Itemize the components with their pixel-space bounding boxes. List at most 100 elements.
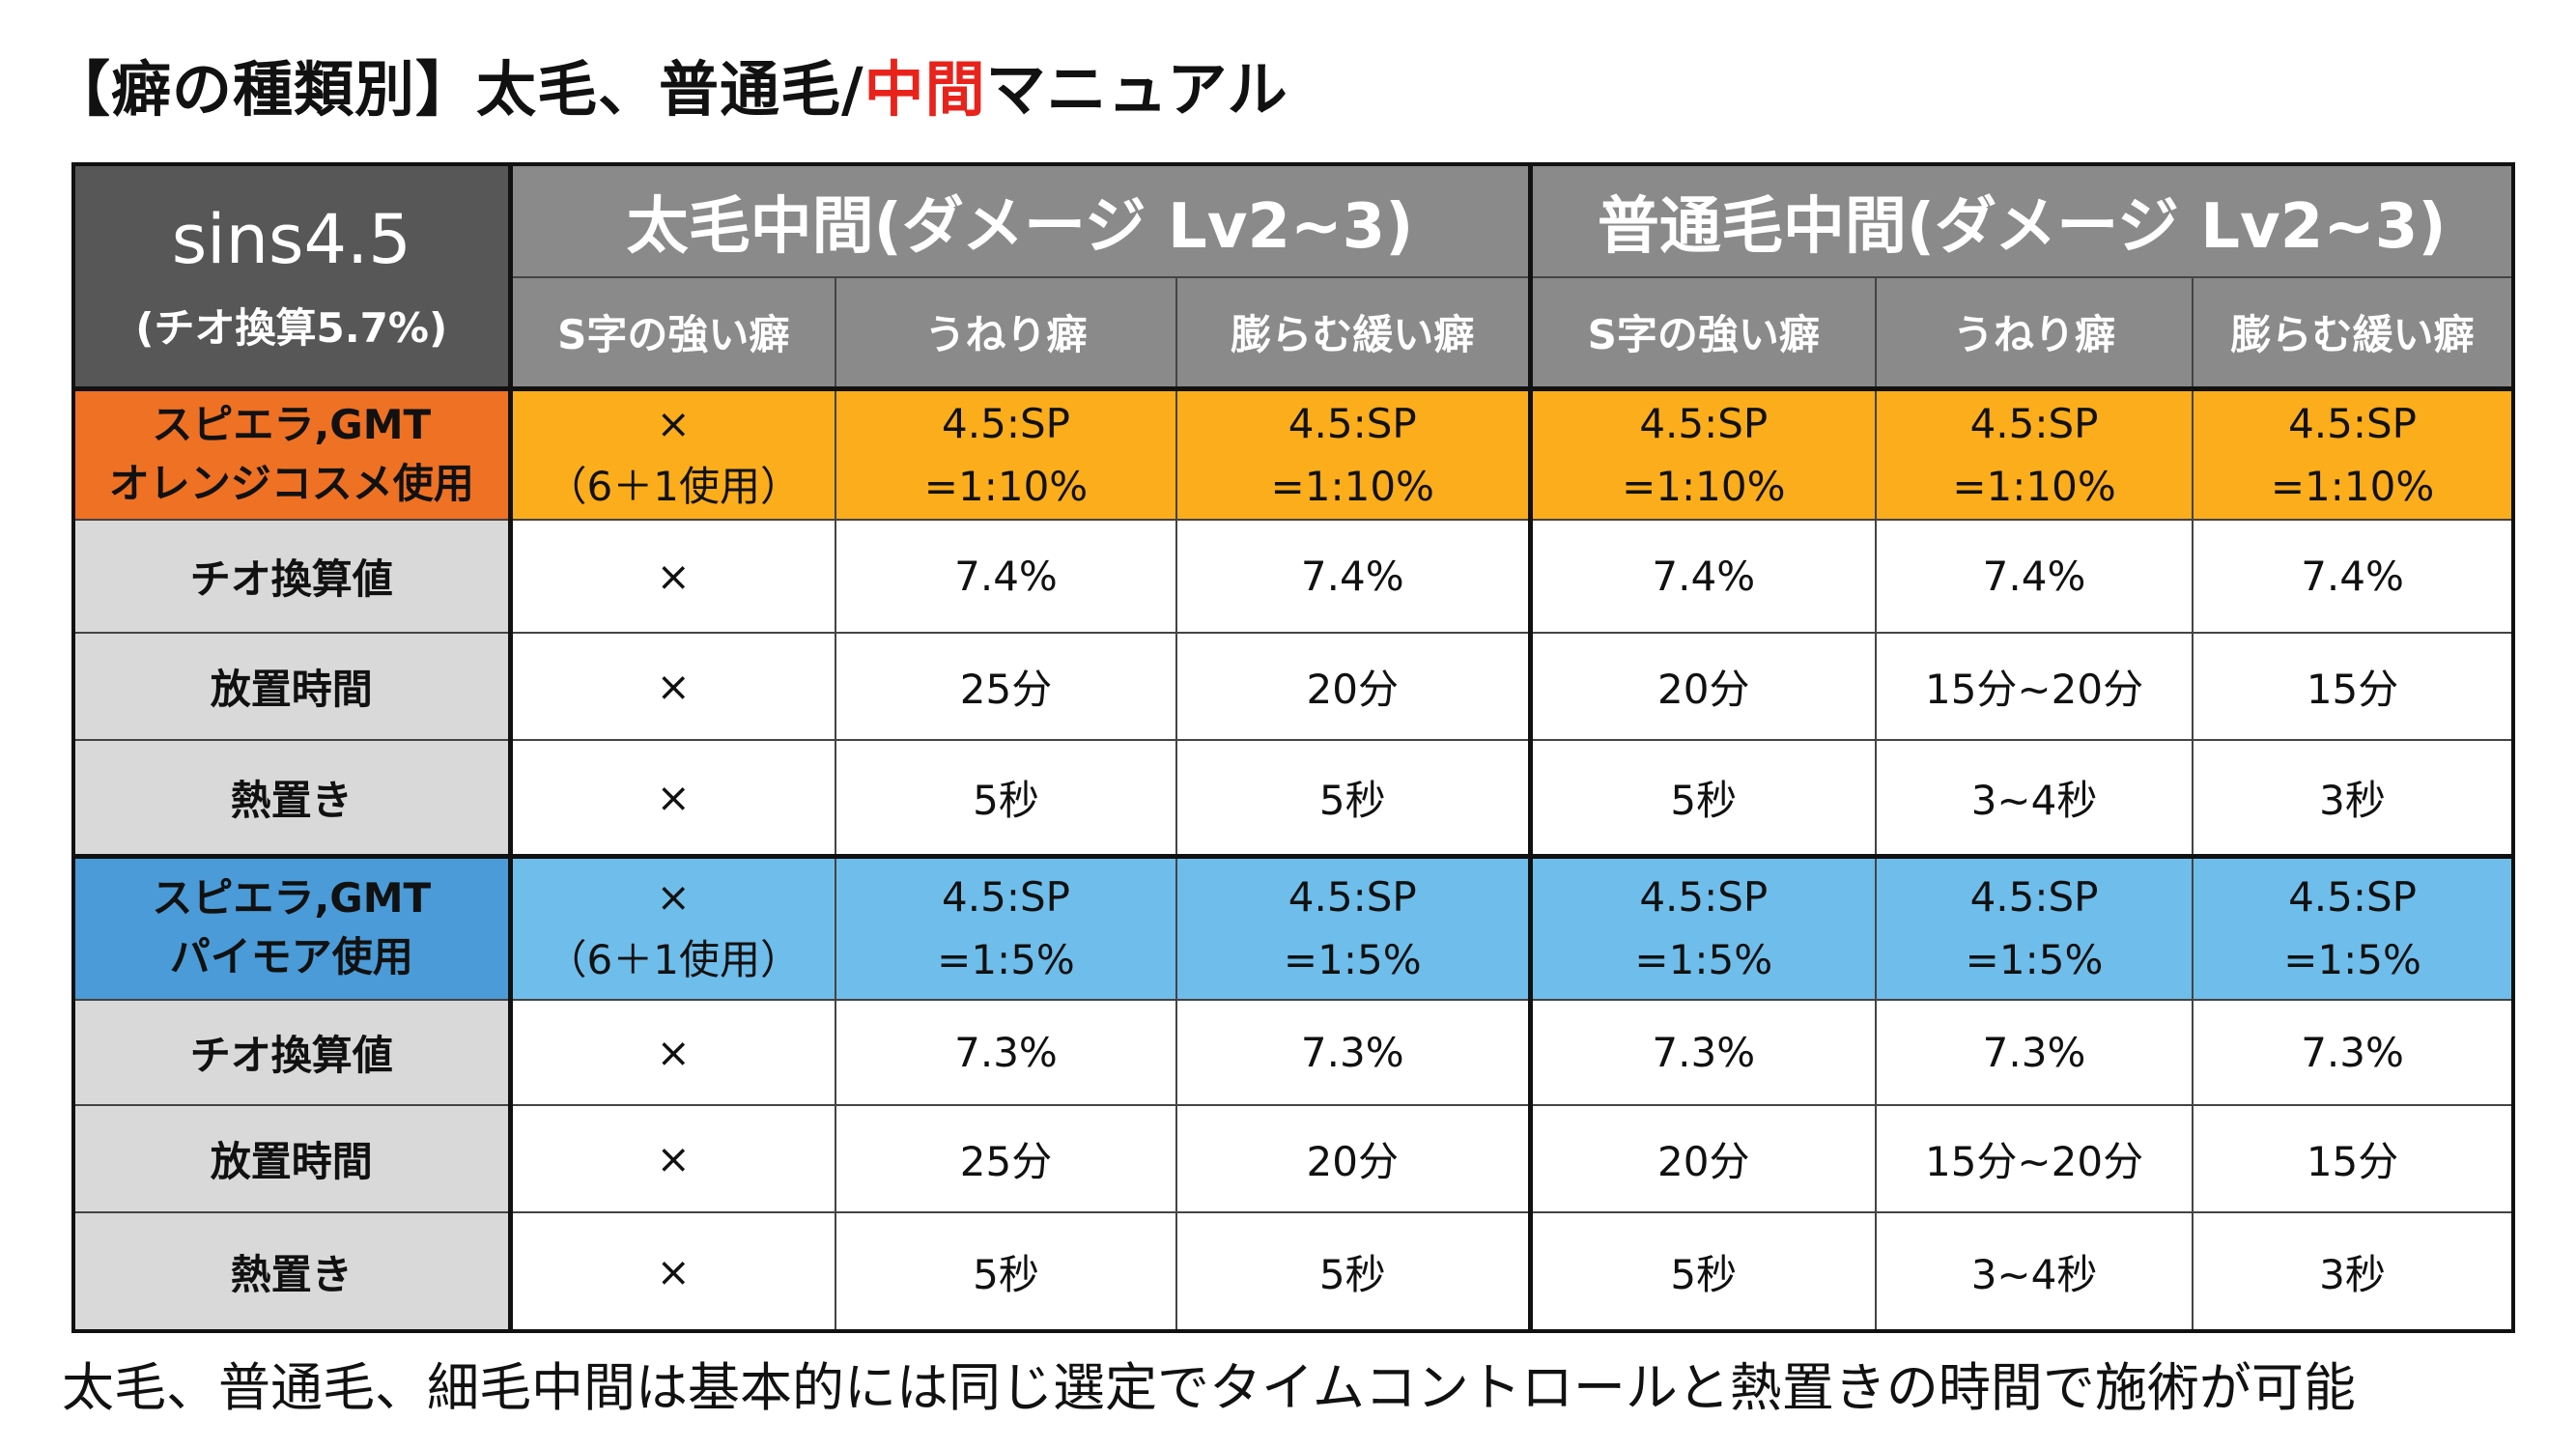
- value-cell: 7.4%: [835, 519, 1177, 634]
- table-row: チオ換算値 × 7.3% 7.3% 7.3% 7.3% 7.3%: [72, 999, 2515, 1106]
- recipe-cell: 4.5:SP =1:5%: [1527, 853, 1878, 1001]
- title-highlight: 中間: [863, 54, 986, 125]
- group-header-thick: 太毛中間(ダメージ Lv2~3): [507, 163, 1532, 278]
- title-part1: 【癖の種類別】太毛、普通毛/: [50, 54, 864, 125]
- section-label-orange: スピエラ,GMT オレンジコスメ使用: [72, 385, 511, 521]
- group-header-normal: 普通毛中間(ダメージ Lv2~3): [1527, 163, 2515, 278]
- table-row: 熱置き × 5秒 5秒 5秒 3~4秒 3秒: [72, 1211, 2515, 1332]
- table-row: 放置時間 × 25分 20分 20分 15分~20分 15分: [72, 632, 2515, 741]
- recipe-line: ×: [656, 873, 691, 922]
- value-cell: 7.4%: [1175, 519, 1532, 634]
- section-label-blue: スピエラ,GMT パイモア使用: [72, 853, 511, 1001]
- section-label-line: スピエラ,GMT: [152, 874, 432, 923]
- table-row: チオ換算値 × 7.4% 7.4% 7.4% 7.4% 7.4%: [72, 519, 2515, 634]
- value-cell: 15分: [2192, 632, 2515, 741]
- value-cell: 5秒: [835, 739, 1177, 857]
- value-cell: 5秒: [835, 1211, 1177, 1332]
- hair-manual-table: sins4.5 (チオ換算5.7%) 太毛中間(ダメージ Lv2~3) 普通毛中…: [71, 162, 2516, 1333]
- recipe-line: =1:10%: [1270, 462, 1434, 510]
- value-cell: ×: [507, 632, 836, 741]
- recipe-line: 4.5:SP: [1288, 873, 1417, 922]
- value-cell: 7.3%: [835, 999, 1177, 1106]
- row-label: 熱置き: [72, 1211, 511, 1332]
- sub-header: 膨らむ緩い癖: [2192, 276, 2515, 389]
- row-label: 放置時間: [72, 1104, 511, 1213]
- recipe-line: =1:5%: [1634, 936, 1773, 984]
- value-cell: 3秒: [2192, 739, 2515, 857]
- recipe-line: =1:5%: [2283, 936, 2421, 984]
- recipe-line: （6＋1使用）: [546, 462, 801, 510]
- recipe-line: （6＋1使用）: [546, 936, 801, 984]
- recipe-cell: 4.5:SP =1:10%: [1875, 385, 2194, 521]
- value-cell: 20分: [1175, 1104, 1532, 1213]
- row-label: チオ換算値: [72, 999, 511, 1106]
- value-cell: 3~4秒: [1875, 739, 2194, 857]
- value-cell: 5秒: [1527, 739, 1878, 857]
- value-cell: ×: [507, 519, 836, 634]
- value-cell: 5秒: [1175, 1211, 1532, 1332]
- recipe-cell: 4.5:SP =1:10%: [2192, 385, 2515, 521]
- recipe-line: 4.5:SP: [942, 399, 1070, 447]
- corner-main: sins4.5: [171, 199, 411, 279]
- recipe-line: =1:5%: [1283, 936, 1422, 984]
- value-cell: 20分: [1527, 632, 1878, 741]
- recipe-cell: 4.5:SP =1:10%: [1175, 385, 1532, 521]
- recipe-cell: × （6＋1使用）: [507, 853, 836, 1001]
- section-label-line: スピエラ,GMT: [152, 400, 432, 448]
- recipe-line: 4.5:SP: [1639, 873, 1769, 922]
- recipe-line: 4.5:SP: [2288, 873, 2417, 922]
- value-cell: 7.4%: [1527, 519, 1878, 634]
- value-cell: 7.3%: [2192, 999, 2515, 1106]
- corner-header: sins4.5 (チオ換算5.7%): [72, 163, 511, 389]
- sub-header: うねり癖: [1875, 276, 2194, 389]
- value-cell: 15分~20分: [1875, 632, 2194, 741]
- recipe-line: =1:5%: [1965, 936, 2104, 984]
- page-title: 【癖の種類別】太毛、普通毛/中間マニュアル: [50, 60, 1288, 120]
- recipe-cell: × （6＋1使用）: [507, 385, 836, 521]
- sub-header: 膨らむ緩い癖: [1175, 276, 1532, 389]
- value-cell: 7.4%: [2192, 519, 2515, 634]
- sub-header: うねり癖: [835, 276, 1177, 389]
- recipe-line: =1:10%: [1622, 462, 1786, 510]
- title-part2: マニュアル: [985, 54, 1288, 125]
- value-cell: 5秒: [1175, 739, 1532, 857]
- recipe-cell: 4.5:SP =1:10%: [835, 385, 1177, 521]
- value-cell: 15分: [2192, 1104, 2515, 1213]
- section-label-line: オレンジコスメ使用: [108, 459, 474, 507]
- value-cell: 25分: [835, 1104, 1177, 1213]
- recipe-line: =1:10%: [923, 462, 1089, 510]
- table-row: 放置時間 × 25分 20分 20分 15分~20分 15分: [72, 1104, 2515, 1213]
- recipe-cell: 4.5:SP =1:5%: [2192, 853, 2515, 1001]
- recipe-line: 4.5:SP: [2288, 399, 2417, 447]
- value-cell: ×: [507, 1211, 836, 1332]
- recipe-line: 4.5:SP: [942, 873, 1070, 922]
- value-cell: 20分: [1527, 1104, 1878, 1213]
- recipe-cell: 4.5:SP =1:5%: [835, 853, 1177, 1001]
- recipe-line: 4.5:SP: [1969, 399, 2099, 447]
- value-cell: 3秒: [2192, 1211, 2515, 1332]
- recipe-cell: 4.5:SP =1:10%: [1527, 385, 1878, 521]
- recipe-line: =1:10%: [2270, 462, 2435, 510]
- row-label: 熱置き: [72, 739, 511, 857]
- recipe-line: =1:10%: [1952, 462, 2116, 510]
- value-cell: 5秒: [1527, 1211, 1878, 1332]
- recipe-cell: 4.5:SP =1:5%: [1875, 853, 2194, 1001]
- sub-header: S字の強い癖: [507, 276, 836, 389]
- value-cell: 15分~20分: [1875, 1104, 2194, 1213]
- sub-header: S字の強い癖: [1527, 276, 1878, 389]
- recipe-line: =1:5%: [937, 936, 1075, 984]
- value-cell: 25分: [835, 632, 1177, 741]
- table-row: スピエラ,GMT オレンジコスメ使用 × （6＋1使用） 4.5:SP =1:10%…: [72, 385, 2515, 521]
- value-cell: 3~4秒: [1875, 1211, 2194, 1332]
- value-cell: 7.4%: [1875, 519, 2194, 634]
- value-cell: ×: [507, 999, 836, 1106]
- section-label-line: パイモア使用: [169, 933, 413, 981]
- recipe-line: 4.5:SP: [1969, 873, 2099, 922]
- value-cell: 7.3%: [1175, 999, 1532, 1106]
- value-cell: ×: [507, 739, 836, 857]
- row-label: 放置時間: [72, 632, 511, 741]
- recipe-line: 4.5:SP: [1639, 399, 1769, 447]
- corner-sub: (チオ換算5.7%): [135, 304, 448, 352]
- recipe-line: 4.5:SP: [1288, 399, 1417, 447]
- value-cell: ×: [507, 1104, 836, 1213]
